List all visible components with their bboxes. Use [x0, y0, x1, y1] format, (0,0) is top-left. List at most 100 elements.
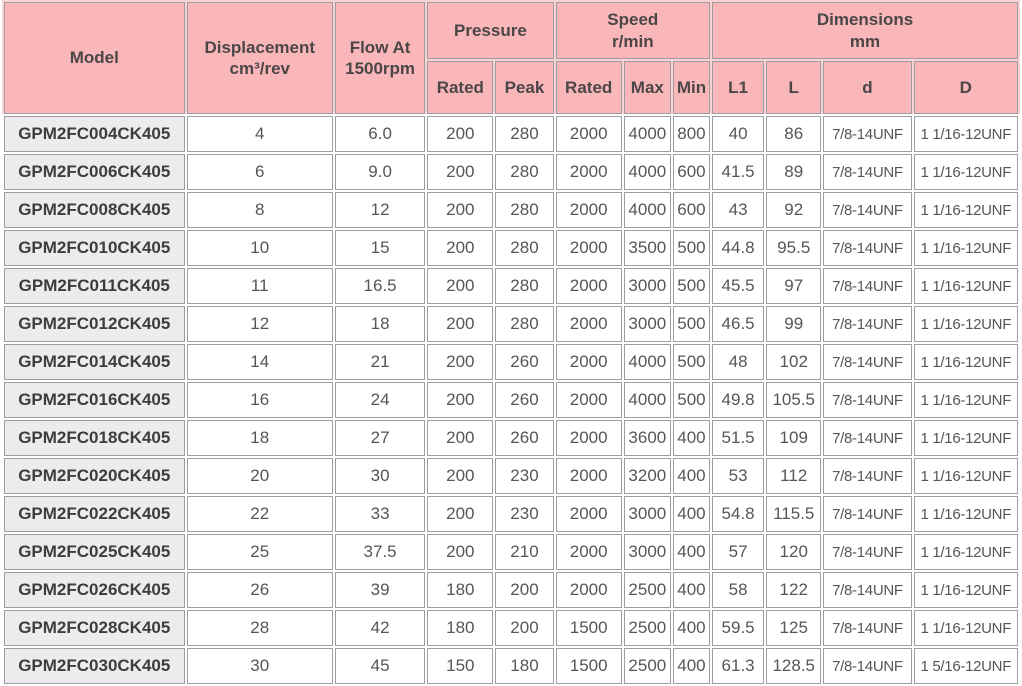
- cell-speed_min: 400: [672, 496, 711, 532]
- cell-model: GPM2FC006CK405: [4, 154, 185, 190]
- col-header-flow: Flow At 1500rpm: [334, 2, 426, 114]
- cell-l: 115.5: [766, 496, 822, 532]
- cell-pressure_rated: 200: [427, 496, 494, 532]
- cell-speed_max: 2500: [623, 572, 671, 608]
- cell-l1: 40: [712, 116, 765, 152]
- table-row: GPM2FC012CK405 12 18 200 280 2000 3000 500 46.5 9…: [4, 306, 1018, 342]
- cell-speed_max: 3000: [623, 534, 671, 570]
- cell-pressure_rated: 150: [427, 648, 494, 684]
- cell-l: 92: [766, 192, 822, 228]
- col-header-dimensions: Dimensions mm: [712, 2, 1018, 59]
- col-header-pressure-rated: Rated: [427, 61, 494, 114]
- cell-l1: 61.3: [712, 648, 765, 684]
- cell-d: 7/8-14UNF: [823, 306, 912, 342]
- cell-l: 122: [766, 572, 822, 608]
- cell-speed_rated: 2000: [555, 534, 622, 570]
- cell-flow: 6.0: [334, 116, 426, 152]
- cell-speed_rated: 2000: [555, 230, 622, 266]
- cell-pressure_rated: 180: [427, 610, 494, 646]
- cell-pressure_peak: 230: [495, 458, 554, 494]
- cell-D: 1 1/16-12UNF: [913, 572, 1018, 608]
- cell-displacement: 4: [186, 116, 333, 152]
- table-row: GPM2FC006CK405 6 9.0 200 280 2000 4000 600 41.5 8…: [4, 154, 1018, 190]
- cell-pressure_rated: 200: [427, 230, 494, 266]
- cell-pressure_peak: 260: [495, 344, 554, 380]
- cell-pressure_peak: 200: [495, 610, 554, 646]
- cell-model: GPM2FC011CK405: [4, 268, 185, 304]
- cell-D: 1 1/16-12UNF: [913, 496, 1018, 532]
- cell-speed_max: 4000: [623, 154, 671, 190]
- cell-speed_max: 4000: [623, 116, 671, 152]
- cell-l: 97: [766, 268, 822, 304]
- cell-l1: 58: [712, 572, 765, 608]
- cell-pressure_peak: 180: [495, 648, 554, 684]
- cell-displacement: 22: [186, 496, 333, 532]
- cell-d: 7/8-14UNF: [823, 382, 912, 418]
- cell-flow: 33: [334, 496, 426, 532]
- cell-d: 7/8-14UNF: [823, 420, 912, 456]
- cell-speed_min: 400: [672, 648, 711, 684]
- cell-pressure_peak: 280: [495, 230, 554, 266]
- cell-d: 7/8-14UNF: [823, 154, 912, 190]
- cell-speed_min: 400: [672, 610, 711, 646]
- cell-model: GPM2FC020CK405: [4, 458, 185, 494]
- cell-pressure_peak: 260: [495, 382, 554, 418]
- table-header: Model Displacement cm³/rev Flow At 1500r…: [4, 2, 1018, 114]
- cell-speed_rated: 2000: [555, 268, 622, 304]
- cell-displacement: 30: [186, 648, 333, 684]
- cell-model: GPM2FC016CK405: [4, 382, 185, 418]
- col-header-displacement-line1: Displacement: [204, 37, 316, 57]
- cell-speed_min: 400: [672, 572, 711, 608]
- cell-l: 86: [766, 116, 822, 152]
- cell-displacement: 25: [186, 534, 333, 570]
- cell-flow: 21: [334, 344, 426, 380]
- cell-flow: 27: [334, 420, 426, 456]
- cell-D: 1 1/16-12UNF: [913, 268, 1018, 304]
- cell-displacement: 14: [186, 344, 333, 380]
- cell-l1: 45.5: [712, 268, 765, 304]
- cell-speed_max: 4000: [623, 192, 671, 228]
- cell-d: 7/8-14UNF: [823, 648, 912, 684]
- cell-pressure_rated: 200: [427, 268, 494, 304]
- cell-l: 99: [766, 306, 822, 342]
- cell-d: 7/8-14UNF: [823, 344, 912, 380]
- cell-l1: 59.5: [712, 610, 765, 646]
- cell-model: GPM2FC028CK405: [4, 610, 185, 646]
- cell-flow: 24: [334, 382, 426, 418]
- col-header-dim-D: D: [913, 61, 1018, 114]
- cell-flow: 15: [334, 230, 426, 266]
- table-row: GPM2FC022CK405 22 33 200 230 2000 3000 400 54.8 1…: [4, 496, 1018, 532]
- cell-model: GPM2FC014CK405: [4, 344, 185, 380]
- cell-displacement: 8: [186, 192, 333, 228]
- cell-pressure_rated: 200: [427, 458, 494, 494]
- col-header-dim-l: L: [766, 61, 822, 114]
- cell-flow: 18: [334, 306, 426, 342]
- cell-flow: 42: [334, 610, 426, 646]
- cell-d: 7/8-14UNF: [823, 534, 912, 570]
- cell-D: 1 1/16-12UNF: [913, 306, 1018, 342]
- cell-pressure_peak: 230: [495, 496, 554, 532]
- cell-flow: 16.5: [334, 268, 426, 304]
- cell-model: GPM2FC010CK405: [4, 230, 185, 266]
- cell-speed_rated: 2000: [555, 344, 622, 380]
- cell-displacement: 18: [186, 420, 333, 456]
- cell-d: 7/8-14UNF: [823, 458, 912, 494]
- cell-speed_min: 500: [672, 382, 711, 418]
- col-header-flow-line2: 1500rpm: [345, 59, 416, 78]
- cell-pressure_peak: 280: [495, 192, 554, 228]
- cell-pressure_rated: 200: [427, 116, 494, 152]
- cell-l1: 44.8: [712, 230, 765, 266]
- header-sub-row: Rated Peak Rated Max Min L1 L d D: [4, 61, 1018, 114]
- cell-d: 7/8-14UNF: [823, 116, 912, 152]
- cell-speed_rated: 2000: [555, 154, 622, 190]
- cell-model: GPM2FC018CK405: [4, 420, 185, 456]
- cell-d: 7/8-14UNF: [823, 230, 912, 266]
- cell-speed_max: 2500: [623, 610, 671, 646]
- cell-D: 1 1/16-12UNF: [913, 458, 1018, 494]
- cell-flow: 30: [334, 458, 426, 494]
- cell-pressure_peak: 260: [495, 420, 554, 456]
- cell-speed_max: 2500: [623, 648, 671, 684]
- header-group-row: Model Displacement cm³/rev Flow At 1500r…: [4, 2, 1018, 114]
